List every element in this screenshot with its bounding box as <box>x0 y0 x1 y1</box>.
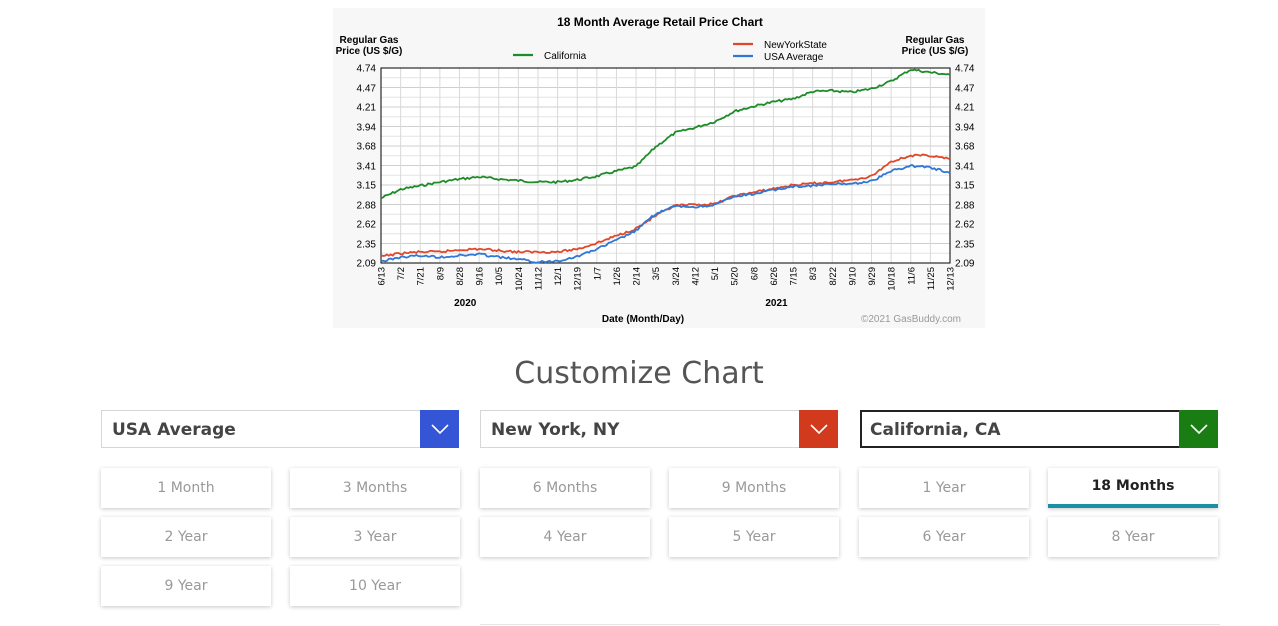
y-tick-label-left: 3.94 <box>357 122 377 133</box>
range-2-year-button[interactable]: 2 Year <box>101 517 271 557</box>
series-select-newyork-label: New York, NY <box>491 420 620 440</box>
y-axis-label-left-line2: Price (US $/G) <box>336 46 403 57</box>
y-tick-label-right: 3.94 <box>955 122 975 133</box>
chevron-down-icon[interactable] <box>799 410 838 448</box>
customize-chart-title: Customize Chart <box>514 356 764 391</box>
range-9-months-button[interactable]: 9 Months <box>669 468 839 508</box>
y-tick-label-right: 3.41 <box>955 161 975 172</box>
x-tick-label: 3/5 <box>651 267 662 280</box>
x-tick-label: 4/12 <box>690 267 701 286</box>
x-tick-label: 12/13 <box>946 267 957 291</box>
section-divider <box>480 624 1220 625</box>
x-tick-label: 6/13 <box>377 267 388 286</box>
chart-grid <box>380 67 951 264</box>
series-select-california-label: California, CA <box>870 420 1001 440</box>
y-tick-label-right: 4.47 <box>955 83 975 94</box>
y-tick-label-right: 3.15 <box>955 181 975 192</box>
range-18-months-button[interactable]: 18 Months <box>1048 468 1218 508</box>
y-tick-label-left: 4.21 <box>357 103 377 114</box>
chevron-down-icon[interactable] <box>1179 410 1218 448</box>
y-axis-label-right-line2: Price (US $/G) <box>902 46 969 57</box>
price-chart-svg: 18 Month Average Retail Price Chart Regu… <box>336 15 975 325</box>
y-tick-label-right: 3.68 <box>955 142 975 153</box>
chevron-down-icon[interactable] <box>420 410 459 448</box>
series-select-california[interactable]: California, CA <box>860 410 1218 448</box>
range-8-year-button[interactable]: 8 Year <box>1048 517 1218 557</box>
range-3-year-button[interactable]: 3 Year <box>290 517 460 557</box>
y-tick-label-right: 2.88 <box>955 200 975 211</box>
y-tick-label-right: 2.09 <box>955 259 975 270</box>
range-3-months-button[interactable]: 3 Months <box>290 468 460 508</box>
y-axis-label-left-line1: Regular Gas <box>340 35 399 46</box>
x-tick-label: 11/12 <box>533 267 544 290</box>
x-tick-label: 12/19 <box>573 267 584 291</box>
x-tick-label: 5/1 <box>710 267 721 280</box>
y-tick-label-right: 4.21 <box>955 103 975 114</box>
legend-label: California <box>544 51 587 62</box>
x-tick-label: 6/26 <box>769 267 780 286</box>
y-tick-label-left: 4.74 <box>357 64 377 75</box>
x-axis-label: Date (Month/Day) <box>602 314 684 325</box>
x-tick-label: 9/10 <box>847 267 858 286</box>
x-tick-label: 5/20 <box>730 267 741 286</box>
range-1-year-button[interactable]: 1 Year <box>859 468 1029 508</box>
series-select-usa-label: USA Average <box>112 420 236 440</box>
y-tick-label-right: 2.35 <box>955 239 975 250</box>
y-tick-label-left: 2.88 <box>357 200 377 211</box>
x-tick-label: 11/6 <box>906 267 917 285</box>
x-tick-label: 3/24 <box>671 267 682 286</box>
x-tick-label: 7/2 <box>396 267 407 280</box>
x-tick-label: 8/3 <box>808 267 819 280</box>
y-tick-label-left: 4.47 <box>357 83 377 94</box>
x-tick-label: 1/26 <box>612 267 623 286</box>
range-9-year-button[interactable]: 9 Year <box>101 566 271 606</box>
x-tick-label: 10/18 <box>887 267 898 291</box>
chart-series <box>380 68 951 264</box>
y-tick-label-left: 2.09 <box>357 259 377 270</box>
x-tick-label: 8/9 <box>435 267 446 280</box>
y-tick-label-left: 2.35 <box>357 239 377 250</box>
x-tick-label: 10/24 <box>514 267 525 291</box>
x-tick-label: 7/21 <box>416 267 427 286</box>
x-tick-label: 2/14 <box>632 267 643 286</box>
x-tick-label: 11/25 <box>926 267 937 290</box>
x-tick-label: 9/16 <box>475 267 486 286</box>
x-tick-label: 9/29 <box>867 267 878 286</box>
series-select-usa[interactable]: USA Average <box>101 410 459 448</box>
range-6-year-button[interactable]: 6 Year <box>859 517 1029 557</box>
year-label: 2021 <box>765 298 788 309</box>
y-tick-label-right: 2.62 <box>955 220 975 231</box>
chart-title: 18 Month Average Retail Price Chart <box>557 15 763 29</box>
y-tick-label-left: 3.68 <box>357 142 377 153</box>
chart-ticks: 4.74 4.74 4.47 4.47 4.21 4.21 3.94 3.94 3.68 3.68… <box>357 64 975 310</box>
legend-label: NewYorkState <box>764 40 827 51</box>
x-tick-label: 1/7 <box>592 267 603 280</box>
range-10-year-button[interactable]: 10 Year <box>290 566 460 606</box>
range-6-months-button[interactable]: 6 Months <box>480 468 650 508</box>
y-tick-label-left: 3.41 <box>357 161 377 172</box>
x-tick-label: 12/1 <box>553 267 564 286</box>
series-select-newyork[interactable]: New York, NY <box>480 410 838 448</box>
range-5-year-button[interactable]: 5 Year <box>669 517 839 557</box>
legend-label: USA Average <box>764 52 824 63</box>
x-tick-label: 8/22 <box>828 267 839 286</box>
y-axis-label-right-line1: Regular Gas <box>906 35 965 46</box>
price-chart: 18 Month Average Retail Price Chart Regu… <box>333 8 985 328</box>
y-tick-label-left: 2.62 <box>357 220 377 231</box>
year-label: 2020 <box>454 298 477 309</box>
range-1-month-button[interactable]: 1 Month <box>101 468 271 508</box>
y-tick-label-right: 4.74 <box>955 64 975 75</box>
chart-copyright: ©2021 GasBuddy.com <box>861 314 961 325</box>
series-line-usa-average <box>380 164 951 264</box>
series-line-california <box>380 68 951 200</box>
plot-border <box>380 67 951 264</box>
x-tick-label: 8/28 <box>455 267 466 286</box>
x-tick-label: 7/15 <box>789 267 800 286</box>
range-4-year-button[interactable]: 4 Year <box>480 517 650 557</box>
x-tick-label: 6/8 <box>749 267 760 280</box>
x-tick-label: 10/5 <box>494 267 505 286</box>
y-tick-label-left: 3.15 <box>357 181 377 192</box>
